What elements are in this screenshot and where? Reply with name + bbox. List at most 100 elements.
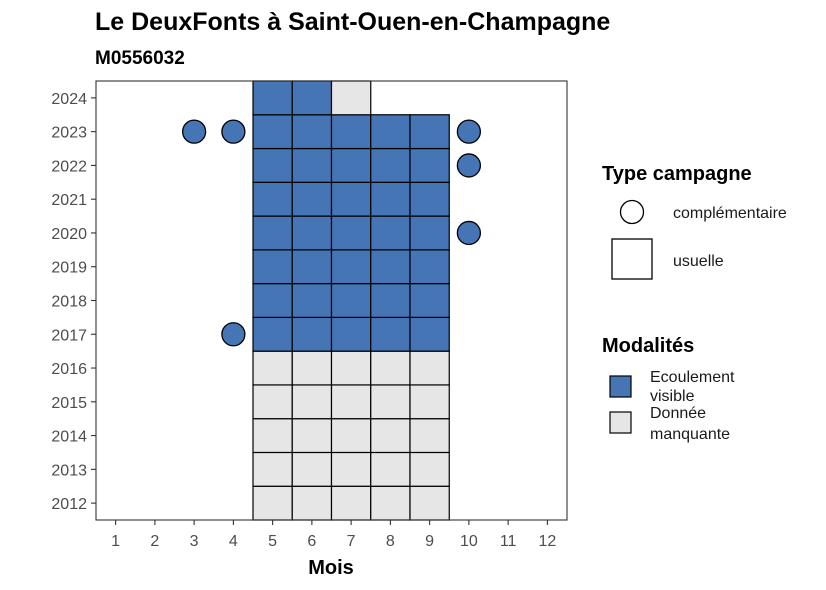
tile-2012-6-donnee-manquante: [291, 485, 333, 521]
tile-2016-6-donnee-manquante: [291, 350, 333, 386]
legend-label-ecoulement-line1: Ecoulement: [650, 369, 735, 386]
x-tick-label-7: 7: [347, 533, 356, 550]
x-axis: 1 2 3 4 5 6 7 8 9 10 11 12: [111, 520, 556, 550]
x-tick-label-5: 5: [268, 533, 277, 550]
y-tick-label-2020: 2020: [51, 226, 87, 243]
legend-key-donnee-manquante: [609, 411, 632, 434]
point-2017-4: [221, 322, 246, 347]
legend-key-ecoulement-visible: [609, 375, 632, 398]
tile-2013-8-donnee-manquante: [370, 451, 411, 487]
tile-2022-8-ecoulement-visible: [370, 147, 411, 183]
y-tick-label-2013: 2013: [51, 462, 87, 479]
tile-2014-9-donnee-manquante: [409, 418, 450, 454]
tile-2017-9-ecoulement-visible: [409, 316, 450, 352]
legend-label-ecoulement-line2: visible: [650, 388, 695, 405]
y-tick-label-2023: 2023: [51, 125, 87, 142]
tile-2013-7-donnee-manquante: [330, 451, 372, 487]
tile-2018-7-ecoulement-visible: [330, 283, 372, 318]
tile-2020-7-ecoulement-visible: [330, 215, 372, 251]
tile-2014-5-donnee-manquante: [252, 418, 293, 454]
tile-2020-5-ecoulement-visible: [252, 215, 293, 251]
y-tick-label-2024: 2024: [51, 91, 87, 108]
tile-2014-8-donnee-manquante: [370, 418, 411, 454]
y-axis: 2012 2013 2014 2015 2016 2017 2018 2019 2020 2021…: [51, 91, 96, 513]
y-tick-label-2016: 2016: [51, 361, 87, 378]
tile-2017-5-ecoulement-visible: [252, 316, 293, 352]
x-tick-label-9: 9: [425, 533, 434, 550]
point-2023-3: [181, 119, 207, 144]
legend-label-complementaire: complémentaire: [673, 205, 787, 222]
tile-2022-5-ecoulement-visible: [252, 147, 293, 183]
tile-2012-7-donnee-manquante: [330, 485, 372, 521]
tile-2015-8-donnee-manquante: [370, 384, 411, 420]
y-tick-label-2014: 2014: [51, 429, 87, 446]
tile-2020-8-ecoulement-visible: [370, 215, 411, 251]
x-tick-label-2: 2: [150, 533, 159, 550]
point-2020-10: [456, 220, 482, 246]
x-tick-label-11: 11: [500, 533, 517, 550]
tile-2014-6-donnee-manquante: [291, 418, 333, 454]
chart-subtitle: M0556032: [95, 48, 185, 69]
plot-area: [95, 80, 568, 521]
point-2022-10: [456, 153, 482, 178]
tile-2017-8-ecoulement-visible: [370, 316, 411, 352]
tile-2013-6-donnee-manquante: [291, 451, 333, 487]
tile-2021-8-ecoulement-visible: [370, 181, 411, 217]
x-axis-title: Mois: [308, 557, 354, 579]
tile-2022-9-ecoulement-visible: [409, 147, 450, 183]
tile-2018-9-ecoulement-visible: [409, 283, 450, 318]
tile-2023-5-ecoulement-visible: [252, 114, 293, 150]
tile-2021-6-ecoulement-visible: [291, 181, 333, 217]
tile-2012-9-donnee-manquante: [409, 485, 450, 521]
y-tick-label-2021: 2021: [51, 192, 87, 209]
y-tick-label-2012: 2012: [51, 496, 87, 513]
tile-2021-5-ecoulement-visible: [252, 181, 293, 217]
tile-2018-5-ecoulement-visible: [252, 283, 293, 318]
tile-2020-9-ecoulement-visible: [409, 215, 450, 251]
tile-2018-6-ecoulement-visible: [291, 283, 333, 318]
tile-2023-9-ecoulement-visible: [409, 114, 450, 150]
y-tick-label-2017: 2017: [51, 327, 87, 344]
tile-2021-7-ecoulement-visible: [330, 181, 372, 217]
tile-2012-5-donnee-manquante: [252, 485, 293, 521]
tile-2014-7-donnee-manquante: [330, 418, 372, 454]
x-tick-label-1: 1: [111, 533, 120, 550]
tile-2013-5-donnee-manquante: [252, 451, 293, 487]
y-tick-label-2019: 2019: [51, 260, 87, 277]
tile-2023-6-ecoulement-visible: [291, 114, 333, 150]
tile-2024-7-donnee-manquante: [330, 80, 372, 116]
tile-2013-9-donnee-manquante: [409, 451, 450, 487]
legend-circle-key: [619, 199, 645, 225]
tile-2022-7-ecoulement-visible: [330, 147, 372, 183]
legend-label-manquante-line1: Donnée: [650, 405, 706, 422]
tile-2024-6-ecoulement-visible: [291, 80, 333, 116]
tile-2024-5-ecoulement-visible: [252, 80, 293, 116]
tile-2019-7-ecoulement-visible: [330, 249, 372, 285]
tile-2019-5-ecoulement-visible: [252, 249, 293, 285]
legend-type-title: Type campagne: [602, 163, 752, 185]
legend-modalites-title: Modalités: [602, 335, 694, 357]
x-tick-label-4: 4: [229, 533, 238, 550]
tile-2016-9-donnee-manquante: [409, 350, 450, 386]
tile-2023-7-ecoulement-visible: [330, 114, 372, 150]
chart-title: Le DeuxFonts à Saint-Ouen-en-Champagne: [95, 8, 610, 36]
tile-2015-6-donnee-manquante: [291, 384, 333, 420]
tile-2020-6-ecoulement-visible: [291, 215, 333, 251]
x-tick-label-10: 10: [460, 533, 478, 550]
tile-2019-9-ecoulement-visible: [409, 249, 450, 285]
tile-2016-8-donnee-manquante: [370, 350, 411, 386]
x-tick-label-8: 8: [386, 533, 395, 550]
legend-label-manquante-line2: manquante: [650, 426, 730, 443]
tile-2015-5-donnee-manquante: [252, 384, 293, 420]
x-tick-label-12: 12: [538, 533, 556, 550]
tile-2023-8-ecoulement-visible: [370, 114, 411, 150]
legend-square-key: [611, 238, 653, 280]
tile-2018-8-ecoulement-visible: [370, 283, 411, 318]
point-2023-4: [221, 119, 246, 144]
tile-2012-8-donnee-manquante: [370, 485, 411, 521]
tile-2015-9-donnee-manquante: [409, 384, 450, 420]
x-tick-label-6: 6: [307, 533, 316, 550]
tile-2016-5-donnee-manquante: [252, 350, 293, 386]
legend: Type campagne complémentaire usuelle Mod…: [602, 163, 787, 443]
